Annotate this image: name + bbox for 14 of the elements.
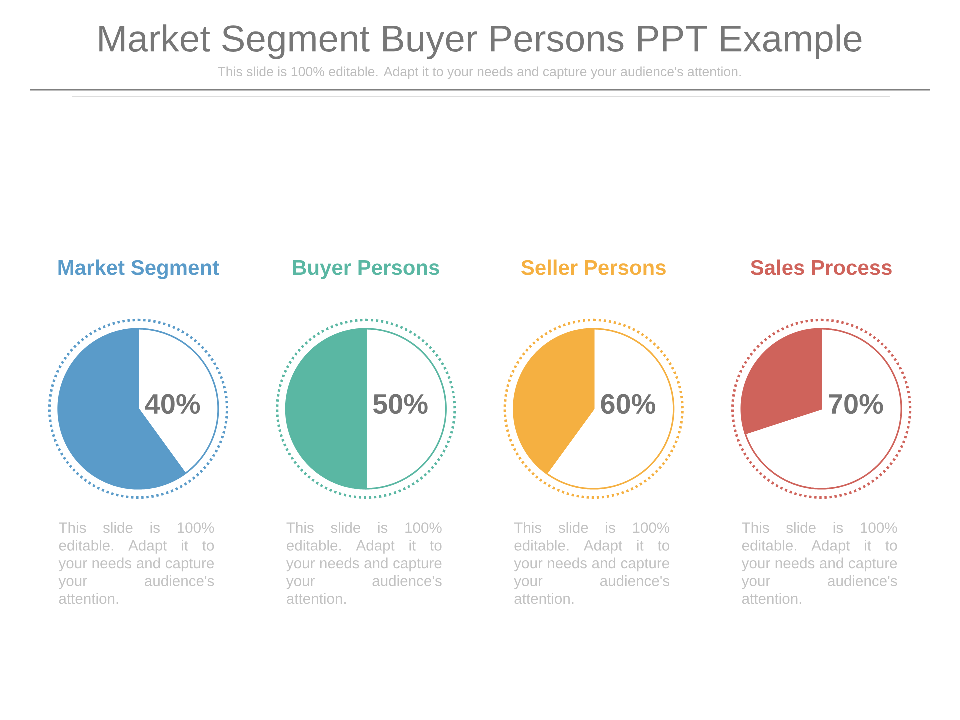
text: Market Segment Buyer Persons PPT Example — [100, 24, 862, 60]
data-label: 60% — [601, 394, 656, 414]
text: This slide is 100% editable. Adapt it to your needs and capture your audience's attention. — [58, 522, 214, 604]
text: This slide is 100% editable. Adapt it to your needs and capture your audience's attention. — [742, 522, 898, 604]
chart-title: Buyer Persons — [293, 260, 440, 280]
data-label: 40% — [145, 394, 200, 414]
data-label: 50% — [373, 394, 428, 414]
chart-title: Seller Persons — [522, 260, 666, 276]
chart-title: Sales Process — [750, 260, 892, 276]
data-label: 70% — [829, 394, 884, 414]
chart-title: Market Segment — [58, 260, 220, 280]
text: This slide is 100% editable. Adapt it to your needs and capture your audience's attention. — [218, 66, 741, 80]
text: This slide is 100% editable. Adapt it to your needs and capture your audience's attention. — [514, 522, 670, 604]
text: This slide is 100% editable. Adapt it to your needs and capture your audience's attention. — [286, 522, 442, 604]
